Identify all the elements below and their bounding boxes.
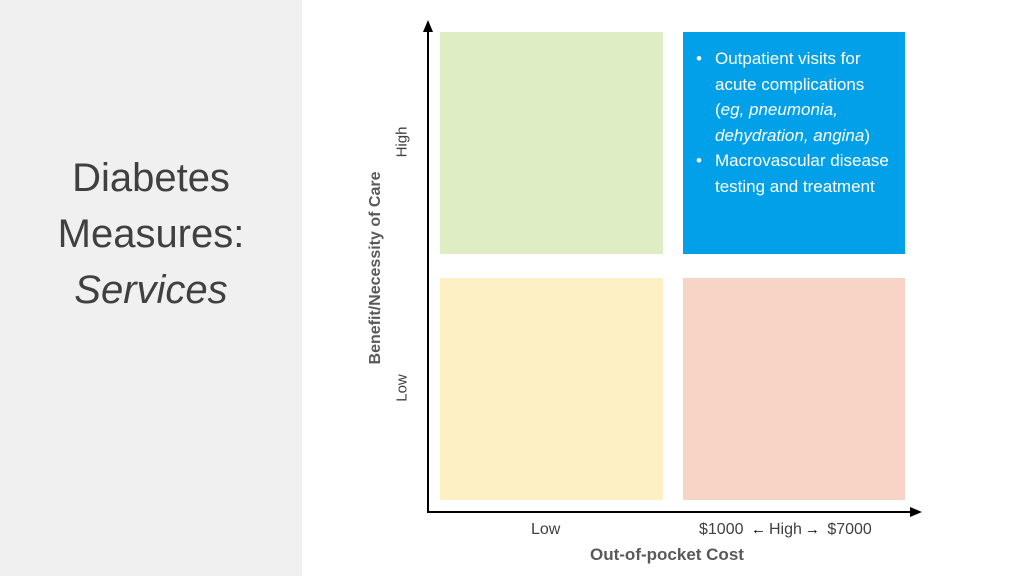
- y-axis-title: Benefit/Necessity of Care: [367, 171, 384, 365]
- title-line-3: Services: [74, 268, 228, 312]
- x-axis-title: Out-of-pocket Cost: [590, 545, 744, 564]
- x-axis-arrowhead: [910, 507, 922, 517]
- cost-min-value: $1000: [699, 521, 744, 538]
- x-axis-low-label: Low: [531, 521, 561, 538]
- services-list: • Outpatient visits for acute complicati…: [683, 32, 905, 200]
- list-item: • Outpatient visits for acute complicati…: [691, 46, 895, 148]
- y-axis-arrowhead: [423, 20, 433, 32]
- quadrant-top-left: [440, 32, 663, 254]
- high-word: High: [768, 521, 802, 538]
- arrow-right-icon: →: [804, 521, 820, 538]
- sidebar-panel: Diabetes Measures: Services: [0, 0, 302, 576]
- item-text-examples: eg, pneumonia, dehydration, angina: [715, 100, 865, 145]
- list-item: • Macrovascular disease testing and trea…: [691, 148, 895, 199]
- bullet-icon: •: [696, 151, 702, 171]
- item-text-end: ): [864, 125, 871, 145]
- quadrant-top-right: • Outpatient visits for acute complicati…: [683, 32, 905, 254]
- cost-max-value: $7000: [827, 521, 872, 538]
- x-axis-line: [427, 511, 911, 513]
- x-axis-high-label: $1000 ← High → $7000: [699, 521, 872, 539]
- item-text-start: Outpatient visits for acute complication…: [715, 49, 865, 120]
- item-text: Macrovascular disease testing and treatm…: [715, 151, 889, 196]
- y-axis-line: [427, 30, 429, 513]
- bullet-icon: •: [696, 49, 702, 68]
- quadrant-bottom-left: [440, 278, 663, 500]
- y-axis-low-label: Low: [393, 374, 411, 402]
- arrow-left-icon: ←: [750, 521, 766, 538]
- y-axis-high-label: High: [393, 126, 411, 158]
- title-line-1: Diabetes: [72, 156, 230, 200]
- slide-title: Diabetes Measures: Services: [0, 150, 302, 318]
- quadrant-bottom-right: [683, 278, 905, 500]
- title-line-2: Measures:: [57, 212, 245, 256]
